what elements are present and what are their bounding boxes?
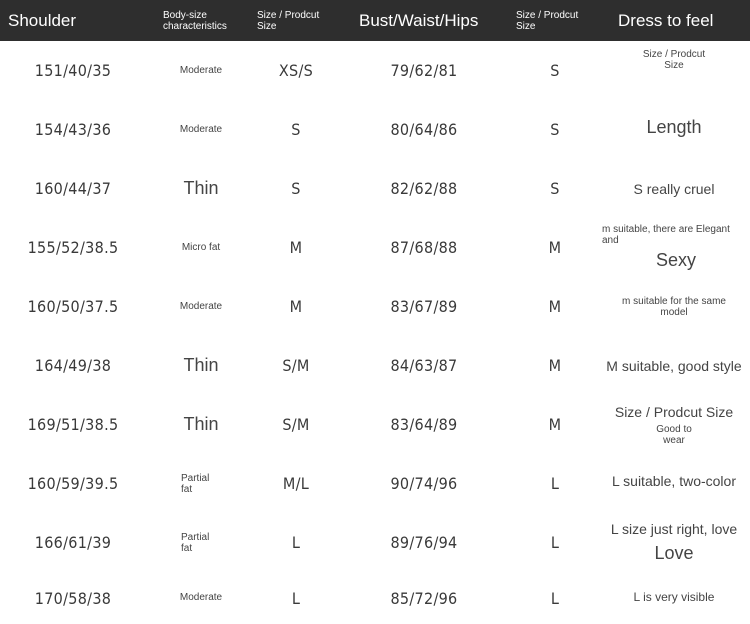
table-row: 160/59/39.5 Partial fat M/L 90/74/96 L L… [0,454,750,513]
size-cell: M/L [282,474,310,493]
size-cell: S/M [282,356,310,375]
size-cell: M [289,238,303,257]
shoulder-cell: 169/51/38.5 [27,415,119,434]
bwh-cell: 84/63/87 [390,356,458,375]
shoulder-cell: 160/44/37 [34,179,112,198]
shoulder-cell: 166/61/39 [34,533,112,552]
size-cell: M [289,297,303,316]
body-size-cell: Thin [183,178,219,198]
size-cell: S [291,179,301,198]
size-cell-2: S [550,179,560,198]
header-dress-to-feel: Dress to feel [618,10,714,30]
bwh-cell: 87/68/88 [390,238,458,257]
size-cell: L [291,588,301,608]
table-row: 160/50/37.5 Moderate M 83/67/89 M m suit… [0,277,750,336]
header-shoulder: Shoulder [8,10,77,30]
header-body-size: Body-size characteristics [163,9,227,32]
body-size-cell: Partial fat [181,472,210,495]
bwh-cell: 89/76/94 [390,533,458,552]
body-size-cell: Moderate [179,65,223,76]
table-row: 164/49/38 Thin S/M 84/63/87 M M suitable… [0,336,750,395]
size-cell: S/M [282,415,310,434]
shoulder-cell: 160/59/39.5 [27,474,119,493]
shoulder-cell: 155/52/38.5 [27,238,119,257]
bwh-cell: 85/72/96 [390,588,458,608]
feel-cell: M suitable, good style [606,357,742,374]
bwh-cell: 83/67/89 [390,297,458,316]
header-bust-waist-hips: Bust/Waist/Hips [359,10,479,30]
shoulder-cell: 164/49/38 [34,356,112,375]
size-cell-2: M [548,356,562,375]
table-row: 170/58/38 Moderate L 85/72/96 L L is ver… [0,572,750,620]
bwh-cell: 90/74/96 [390,474,458,493]
table-header: Shoulder Body-size characteristics Size … [0,0,750,41]
size-cell-2: M [548,415,562,434]
size-cell: L [291,533,301,552]
size-cell-2: M [548,297,562,316]
size-cell: XS/S [278,61,314,80]
bwh-cell: 79/62/81 [390,61,458,80]
feel-cell: L is very visible [633,589,715,604]
table-row: 160/44/37 Thin S 82/62/88 S S really cru… [0,159,750,218]
feel-cell: Length [646,117,702,137]
shoulder-cell: 154/43/36 [34,120,112,139]
feel-cell: Size / Prodcut Size [642,49,706,71]
feel-cell: m suitable for the same model [622,295,726,318]
table-row: 166/61/39 Partial fat L 89/76/94 L L siz… [0,513,750,572]
table-row: 169/51/38.5 Thin S/M 83/64/89 M Size / P… [0,395,750,454]
body-size-cell: Thin [183,414,219,434]
body-size-cell: Partial fat [181,531,210,554]
size-cell-2: S [550,61,560,80]
bwh-cell: 83/64/89 [390,415,458,434]
feel-cell: L size just right, love Love [610,521,738,563]
feel-cell: m suitable, there are Elegant and Sexy [602,224,730,270]
size-cell-2: L [550,474,560,493]
body-size-cell: Moderate [179,591,223,603]
table-row: 151/40/35 Moderate XS/S 79/62/81 S Size … [0,41,750,100]
body-size-cell: Moderate [179,301,223,312]
body-size-cell: Moderate [179,124,223,135]
size-cell-2: L [550,533,560,552]
header-size-2: Size / Prodcut Size [516,9,579,32]
size-cell-2: M [548,238,562,257]
size-cell-2: S [550,120,560,139]
body-size-cell: Thin [183,355,219,375]
body-size-cell: Micro fat [181,242,221,253]
header-size-1: Size / Prodcut Size [257,9,320,32]
size-cell: S [291,120,301,139]
bwh-cell: 80/64/86 [390,120,458,139]
feel-cell: Size / Prodcut Size Good to wear [614,403,734,446]
feel-cell: L suitable, two-color [612,472,736,489]
table-row: 155/52/38.5 Micro fat M 87/68/88 M m sui… [0,218,750,277]
shoulder-cell: 160/50/37.5 [27,297,119,316]
shoulder-cell: 170/58/38 [34,588,112,608]
shoulder-cell: 151/40/35 [34,61,112,80]
feel-cell: S really cruel [633,180,715,197]
table-row: 154/43/36 Moderate S 80/64/86 S Length [0,100,750,159]
bwh-cell: 82/62/88 [390,179,458,198]
size-cell-2: L [550,588,560,608]
